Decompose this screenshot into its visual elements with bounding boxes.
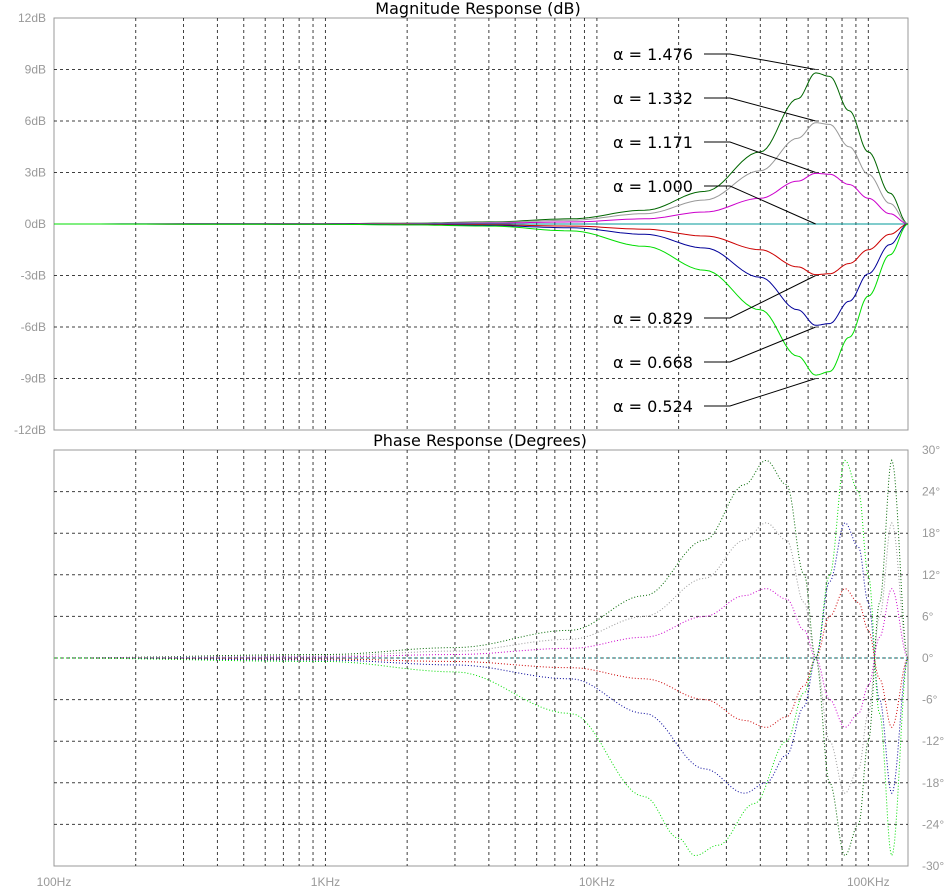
phase-series-line-5 — [54, 522, 909, 795]
annotation-label-4: α = 0.829 — [613, 309, 693, 328]
mag-y-tick-label: 9dB — [25, 63, 46, 77]
annotation-leader-4 — [704, 275, 816, 319]
mag-y-tick-label: -3dB — [21, 269, 46, 283]
magnitude-chart: 12dB 9dB 6dB 3dB 0dB -3dB -6dB -9dB -12dB α = 1.4… — [14, 11, 909, 437]
annotation-leader-6 — [704, 378, 816, 407]
mag-series-line-6 — [54, 223, 909, 376]
magnitude-chart-title: Magnitude Response (dB) — [375, 0, 580, 18]
phase-chart-title: Phase Response (Degrees) — [373, 431, 587, 450]
annotation-label-6: α = 0.524 — [613, 397, 693, 416]
phase-y-tick-label: -12° — [922, 734, 944, 748]
mag-series-line-1 — [54, 122, 909, 225]
x-tick-label: 100KHz — [847, 875, 890, 889]
phase-y-tick-label: -24° — [922, 817, 944, 831]
phase-y-tick-label: 24° — [922, 485, 940, 499]
mag-y-tick-label: 12dB — [18, 11, 46, 25]
phase-series-line-6 — [53, 459, 909, 857]
annotation-label-2: α = 1.171 — [613, 133, 693, 152]
phase-y-tick-label: 18° — [922, 526, 940, 540]
x-tick-label: 10KHz — [579, 875, 615, 889]
phase-y-tick-label: 0° — [922, 651, 934, 665]
phase-y-tick-label: 12° — [922, 568, 940, 582]
phase-y-tick-label: -18° — [922, 776, 944, 790]
mag-y-tick-label: 6dB — [25, 114, 46, 128]
mag-y-tick-label: -12dB — [14, 423, 46, 437]
mag-y-tick-label: 0dB — [25, 217, 46, 231]
phase-y-tick-label: 30° — [922, 443, 940, 457]
annotation-leader-1 — [704, 97, 816, 122]
annotation-label-5: α = 0.668 — [613, 353, 693, 372]
phase-series-line-1 — [54, 521, 909, 794]
mag-series-line-4 — [54, 223, 909, 276]
annotation-label-0: α = 1.476 — [613, 45, 693, 64]
phase-y-tick-label: -6° — [922, 693, 938, 707]
annotation-label-3: α = 1.000 — [613, 177, 693, 196]
x-tick-label: 100Hz — [37, 875, 72, 889]
annotation-leader-0 — [704, 53, 816, 70]
phase-series-line-0 — [53, 459, 909, 857]
annotation-label-1: α = 1.332 — [613, 89, 693, 108]
mag-y-tick-label: 3dB — [25, 166, 46, 180]
mag-series-line-2 — [54, 172, 909, 225]
phase-chart: 30° 24° 18° 12° 6° 0° -6° -12° -18° -24° -30° 100Hz… — [37, 443, 945, 889]
mag-y-tick-label: -9dB — [21, 372, 46, 386]
x-tick-label: 1KHz — [311, 875, 340, 889]
annotation-leader-3 — [704, 185, 816, 225]
mag-y-tick-label: -6dB — [21, 320, 46, 334]
phase-y-tick-label: 6° — [922, 609, 934, 623]
annotation-leader-2 — [704, 141, 816, 173]
mag-series-line-0 — [54, 72, 909, 225]
phase-y-tick-label: -30° — [922, 859, 944, 873]
mag-series-line-5 — [54, 223, 909, 326]
annotation-leader-5 — [704, 326, 816, 363]
